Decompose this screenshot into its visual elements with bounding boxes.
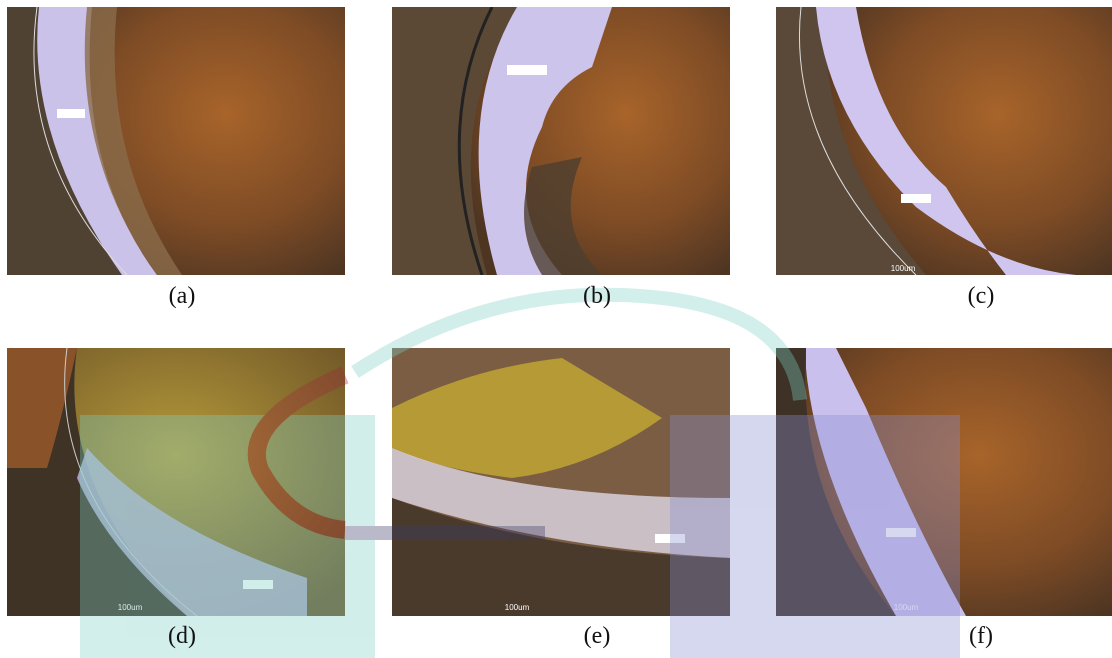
panel-label: (f): [969, 623, 993, 649]
micrograph: [392, 7, 730, 275]
panel-label: (d): [168, 623, 196, 649]
panel-label: (a): [169, 283, 196, 309]
panel-label: (b): [583, 283, 611, 309]
micrograph: [7, 7, 345, 275]
panel-label: (e): [584, 623, 611, 649]
micrograph: 100um: [776, 7, 1112, 275]
page: 100um 100um 100um 100um (a) (b) (c) (d): [0, 0, 1112, 658]
panel-label: (c): [968, 283, 995, 309]
figure: 100um 100um 100um 100um (a) (b) (c) (d): [0, 0, 1112, 658]
scale-bar-label: 100um: [891, 264, 916, 273]
scale-bar-label: 100um: [505, 603, 530, 612]
